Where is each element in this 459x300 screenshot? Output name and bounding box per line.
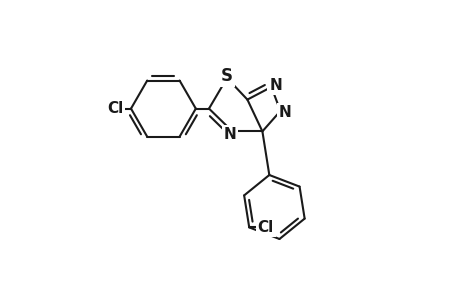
Text: Cl: Cl	[257, 220, 273, 235]
Text: N: N	[278, 105, 291, 120]
Text: S: S	[220, 67, 233, 85]
Text: N: N	[223, 127, 236, 142]
Text: N: N	[269, 78, 281, 93]
Text: Cl: Cl	[107, 101, 123, 116]
